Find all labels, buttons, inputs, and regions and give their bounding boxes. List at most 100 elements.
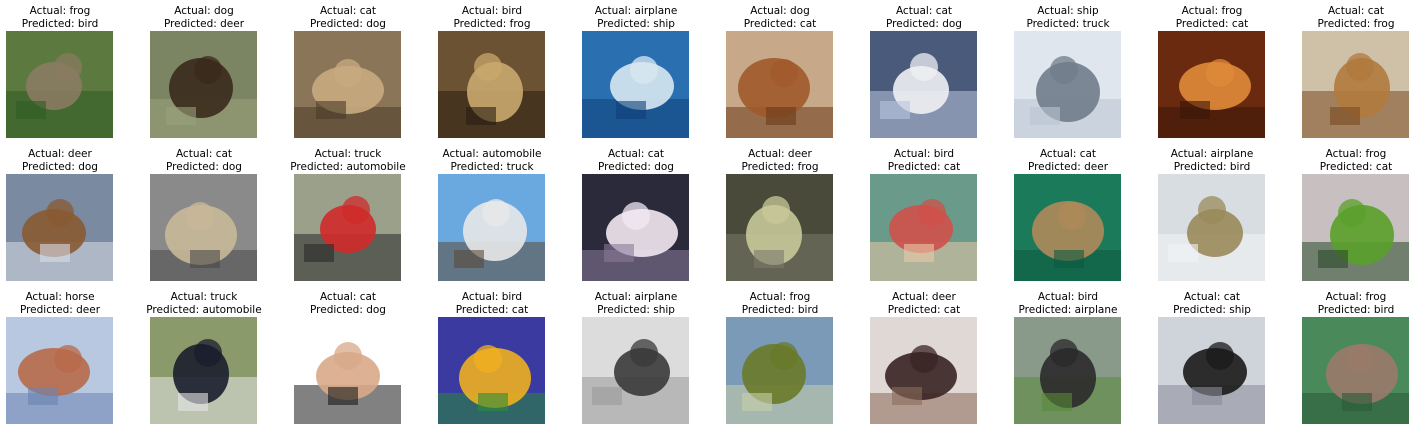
thumbnail-image [870,317,977,424]
deer-image [6,174,113,281]
thumbnail-image [870,31,977,138]
deer-image [870,317,977,424]
predicted-label: Predicted: dog [310,303,386,316]
predicted-label: Predicted: truck [1026,17,1110,30]
image-title: Actual: airplane Predicted: ship [566,291,706,316]
actual-label: Actual: frog [749,291,811,303]
actual-label: Actual: frog [1325,291,1387,303]
predicted-label: Predicted: bird [1173,160,1251,173]
frog-image [1302,317,1409,424]
image-title: Actual: ship Predicted: truck [998,5,1138,30]
truck-image [294,174,401,281]
predicted-label: Predicted: truck [450,160,534,173]
image-title: Actual: airplane Predicted: ship [566,5,706,30]
frog-image [1158,31,1265,138]
cat-image [294,317,401,424]
image-title: Actual: dog Predicted: deer [134,5,274,30]
image-title: Actual: horse Predicted: deer [0,291,130,316]
thumbnail-image [1302,317,1409,424]
thumbnail-image [582,31,689,138]
predicted-label: Predicted: bird [1317,303,1395,316]
thumbnail-image [1302,174,1409,281]
airplane-image [1158,174,1265,281]
bird-image [1014,317,1121,424]
frog-image [6,31,113,138]
thumbnail-image [726,317,833,424]
image-title: Actual: bird Predicted: cat [854,148,994,173]
predicted-label: Predicted: cat [1319,160,1393,173]
predicted-label: Predicted: bird [21,17,99,30]
actual-label: Actual: frog [1325,148,1387,160]
image-title: Actual: deer Predicted: cat [854,291,994,316]
truck-image [150,317,257,424]
dog-image [726,31,833,138]
image-title: Actual: frog Predicted: cat [1142,5,1282,30]
thumbnail-image [1014,174,1121,281]
image-title: Actual: deer Predicted: dog [0,148,130,173]
actual-label: Actual: horse [25,291,95,303]
cat-image [294,31,401,138]
bird-image [870,174,977,281]
thumbnail-image [294,31,401,138]
actual-label: Actual: cat [1039,148,1097,160]
actual-label: Actual: bird [1037,291,1099,303]
actual-label: Actual: ship [1037,5,1099,17]
frog-image [1302,174,1409,281]
actual-label: Actual: truck [170,291,238,303]
actual-label: Actual: deer [748,148,812,160]
image-title: Actual: cat Predicted: dog [566,148,706,173]
image-title: Actual: truck Predicted: automobile [134,291,274,316]
predicted-label: Predicted: cat [743,17,817,30]
thumbnail-image [1014,31,1121,138]
thumbnail-image [150,31,257,138]
actual-label: Actual: airplane [594,5,678,17]
actual-label: Actual: cat [1327,5,1385,17]
bird-image [438,31,545,138]
predicted-label: Predicted: ship [597,17,675,30]
deer-image [726,174,833,281]
actual-label: Actual: dog [750,5,810,17]
predicted-label: Predicted: airplane [1018,303,1118,316]
cat-image [150,174,257,281]
actual-label: Actual: airplane [594,291,678,303]
predicted-label: Predicted: cat [455,303,529,316]
actual-label: Actual: cat [895,5,953,17]
actual-label: Actual: dog [174,5,234,17]
predicted-label: Predicted: cat [887,303,961,316]
predicted-label: Predicted: deer [1027,160,1109,173]
ship-image [1014,31,1121,138]
thumbnail-image [1158,317,1265,424]
predicted-label: Predicted: frog [741,160,819,173]
thumbnail-image [6,174,113,281]
predicted-label: Predicted: automobile [290,160,406,173]
frog-image [726,317,833,424]
predicted-label: Predicted: dog [598,160,674,173]
actual-label: Actual: airplane [1170,148,1254,160]
predicted-label: Predicted: dog [166,160,242,173]
image-title: Actual: cat Predicted: dog [278,291,418,316]
image-title: Actual: frog Predicted: bird [0,5,130,30]
thumbnail-image [870,174,977,281]
predicted-label: Predicted: ship [597,303,675,316]
actual-label: Actual: cat [1183,291,1241,303]
actual-label: Actual: deer [28,148,92,160]
predicted-label: Predicted: dog [886,17,962,30]
image-title: Actual: bird Predicted: cat [422,291,562,316]
predicted-label: Predicted: dog [310,17,386,30]
image-title: Actual: frog Predicted: cat [1286,148,1416,173]
thumbnail-image [150,174,257,281]
cat-image [870,31,977,138]
image-title: Actual: cat Predicted: dog [134,148,274,173]
predicted-label: Predicted: deer [19,303,101,316]
image-title: Actual: automobile Predicted: truck [422,148,562,173]
image-title: Actual: frog Predicted: bird [710,291,850,316]
automobile-image [438,174,545,281]
thumbnail-image [6,317,113,424]
horse-image [6,317,113,424]
actual-label: Actual: frog [1181,5,1243,17]
thumbnail-image [726,31,833,138]
cat-image [1158,317,1265,424]
predicted-label: Predicted: frog [1317,17,1395,30]
image-title: Actual: truck Predicted: automobile [278,148,418,173]
predicted-label: Predicted: automobile [146,303,262,316]
